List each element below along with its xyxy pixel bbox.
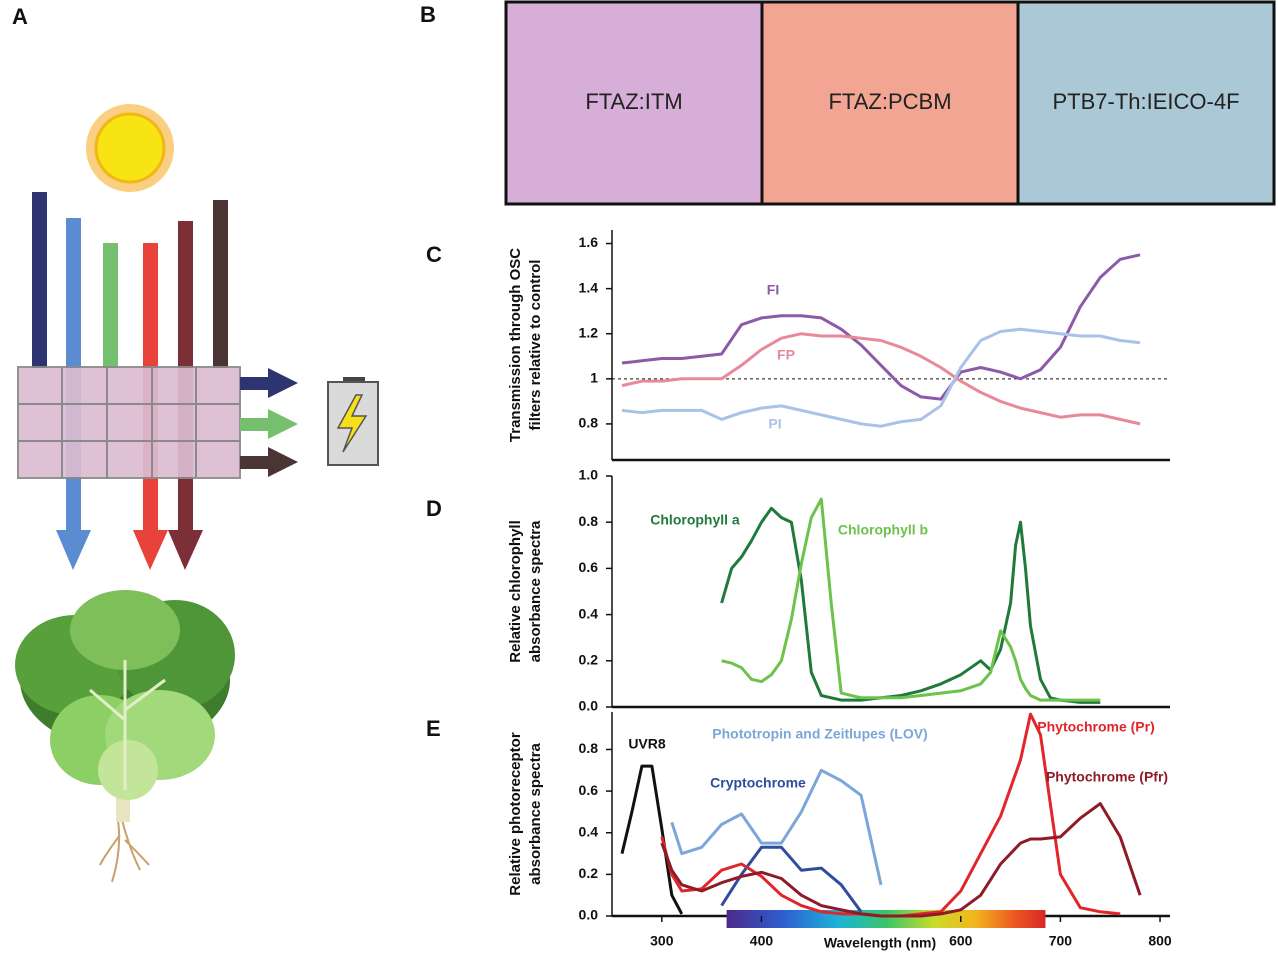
series-label: PI: [768, 416, 781, 432]
y-tick-label: 1: [590, 370, 598, 386]
arrow: [133, 530, 168, 570]
y-tick-label: 0.8: [579, 415, 599, 431]
y-tick-label: 0.8: [579, 740, 599, 756]
y-tick-label: 0.2: [579, 865, 599, 881]
y-tick-label: 0.0: [579, 907, 599, 923]
series-line: [670, 768, 883, 886]
series-label: UVR8: [628, 736, 666, 752]
swatch-label: FTAZ:PCBM: [828, 89, 951, 114]
series-label: Chlorophyll b: [838, 522, 928, 538]
light-bar: [213, 200, 228, 368]
swatch: [504, 0, 764, 206]
panel-label: A: [12, 4, 28, 29]
series-label: FI: [767, 282, 779, 298]
arrows-right: [240, 368, 298, 477]
y-tick-label: 0.4: [579, 823, 599, 839]
swatch: [1016, 0, 1276, 206]
x-tick-label: 800: [1148, 933, 1172, 949]
arrow: [56, 530, 91, 570]
colorbar: [726, 910, 1046, 928]
x-tick-label: 700: [1049, 933, 1073, 949]
y-axis-label: Transmission through OSC: [507, 248, 524, 442]
y-tick-label: 1.6: [579, 234, 599, 250]
panel-label: C: [426, 242, 442, 267]
series-line: [721, 497, 1101, 702]
series-line: [660, 712, 1121, 918]
y-axis-label: Relative photoreceptor: [507, 732, 524, 896]
series-line: [720, 506, 1101, 704]
y-tick-label: 0.4: [579, 605, 599, 621]
x-tick-label: 600: [949, 933, 973, 949]
y-axis-label: filters relative to control: [527, 260, 544, 431]
y-axis-label: absorbance spectra: [527, 742, 544, 884]
arrow: [168, 530, 203, 570]
series-label: Phototropin and Zeitlupes (LOV): [712, 726, 927, 742]
series-label: FP: [777, 347, 795, 363]
swatch-label: FTAZ:ITM: [585, 89, 682, 114]
series-label: Cryptochrome: [710, 775, 806, 791]
panel-label: D: [426, 496, 442, 521]
panel-label: E: [426, 716, 441, 741]
solar-panel: [17, 366, 241, 479]
light-bar: [103, 243, 118, 368]
illustration: [15, 104, 379, 883]
x-tick-label: 400: [750, 933, 774, 949]
y-tick-label: 0.2: [579, 652, 599, 668]
y-tick-label: 0.8: [579, 513, 599, 529]
x-tick-label: 300: [650, 933, 674, 949]
x-axis-label: Wavelength (nm): [824, 935, 936, 951]
series-line: [620, 764, 684, 915]
swatch-label: PTB7-Th:IEICO-4F: [1052, 89, 1239, 114]
series-line: [720, 845, 863, 913]
series-label: Phytochrome (Pr): [1037, 719, 1154, 735]
light-bar: [32, 192, 47, 368]
series-label: Phytochrome (Pfr): [1046, 769, 1168, 785]
y-tick-label: 0.0: [579, 698, 599, 714]
sun: [86, 104, 174, 192]
y-tick-label: 1.4: [579, 279, 599, 295]
series-line: [660, 802, 1142, 918]
battery: [327, 377, 379, 466]
y-tick-label: 0.6: [579, 559, 599, 575]
panel-label: B: [420, 2, 436, 27]
series-label: Chlorophyll a: [650, 512, 740, 528]
y-axis-label: absorbance spectra: [527, 520, 544, 662]
series-line: [621, 253, 1141, 401]
y-axis-label: Relative chlorophyll: [507, 520, 524, 663]
series-line: [621, 332, 1141, 426]
y-tick-label: 0.6: [579, 782, 599, 798]
y-tick-label: 1.2: [579, 324, 599, 340]
y-tick-label: 1.0: [579, 467, 599, 483]
series-line: [621, 327, 1141, 428]
lettuce: [15, 590, 235, 883]
